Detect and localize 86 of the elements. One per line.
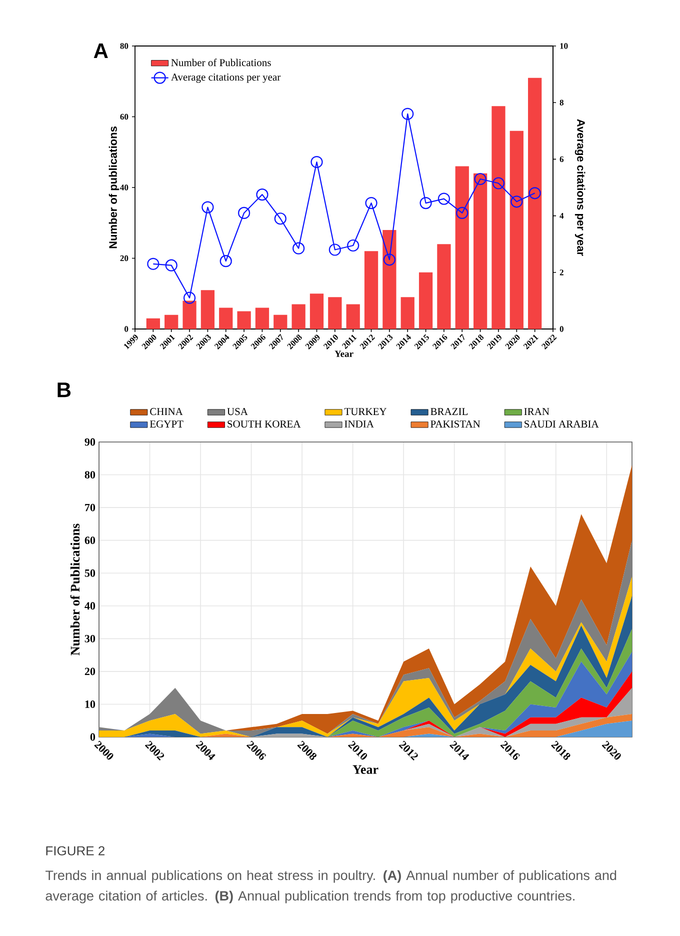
point [528, 187, 541, 200]
point [347, 239, 360, 252]
bar [164, 314, 178, 329]
bar [292, 304, 306, 329]
bar [255, 308, 270, 329]
bar [182, 300, 196, 329]
legend-label: IRAN [524, 408, 550, 415]
x-axis-title: Year [352, 765, 378, 774]
point [438, 192, 450, 205]
point [383, 254, 396, 266]
text: Trends in annual publications on heat stress in poultry. (A) Annual number of publications and average citation of articles. (B) Annual publication trends from top productive countries. [46, 870, 616, 904]
bar [382, 230, 396, 329]
y2-tick-label: 4 [560, 212, 564, 219]
y-tick-label: 20 [120, 255, 128, 262]
legend-label: EGYPT [150, 420, 184, 428]
point [165, 259, 178, 272]
bar [437, 244, 451, 329]
y-axis-title: Number of Publications [70, 524, 80, 656]
y2-tick-label: 2 [560, 270, 564, 276]
point [238, 206, 250, 220]
point [492, 177, 505, 190]
point [420, 197, 432, 210]
caption: FIGURE 2 [46, 846, 104, 856]
legend-label: Average citations per year [171, 74, 281, 83]
point [474, 172, 486, 186]
y2-tick-label: 8 [560, 100, 564, 106]
bar [346, 304, 360, 329]
bar [328, 297, 342, 329]
bar [418, 272, 433, 329]
y-tick-label: 60 [84, 536, 96, 544]
legend-label: USA [227, 408, 248, 416]
y-tick-label: 30 [84, 634, 96, 642]
x-axis-title: Year [334, 350, 354, 358]
y2-tick-label: 0 [560, 326, 564, 332]
y2-tick-label: 10 [560, 43, 568, 49]
bar [219, 308, 233, 329]
legend-label: BRAZIL [430, 408, 468, 416]
bar [364, 251, 378, 329]
point [510, 196, 523, 208]
y-tick-label: 60 [120, 114, 128, 120]
y-tick-label: 20 [84, 668, 96, 676]
point [292, 242, 305, 254]
y-axis-title: Number of publications [108, 126, 120, 248]
y-tick-label: 0 [90, 733, 96, 741]
bar [492, 106, 506, 329]
chart-title: B [58, 382, 71, 398]
bar [146, 318, 160, 329]
legend-label: SOUTH KOREA [228, 420, 301, 428]
legend-label: CHINA [150, 408, 183, 416]
y-tick-label: 0 [124, 326, 128, 332]
legend-label: Number of Publications [171, 58, 271, 66]
y-tick-label: 70 [85, 504, 96, 512]
y-tick-label: 40 [120, 184, 128, 190]
chart-title: A [94, 44, 108, 58]
point [402, 108, 414, 120]
bar [510, 130, 524, 329]
point [365, 197, 378, 210]
legend-label: PAKISTAN [430, 420, 480, 428]
point [310, 156, 323, 168]
bar [274, 314, 288, 329]
y2-tick-label: 6 [560, 156, 564, 162]
point [328, 244, 341, 256]
bar [473, 173, 488, 329]
point [256, 188, 268, 201]
point [202, 201, 214, 214]
point [456, 206, 468, 220]
legend-label: TURKEY [344, 408, 387, 416]
bar [400, 297, 414, 329]
y2-axis-title: Average citations per year [574, 119, 586, 256]
bar [310, 294, 324, 329]
bar [237, 311, 251, 329]
bar [455, 166, 469, 329]
point [183, 292, 196, 304]
legend-label: SAUDI ARABIA [524, 420, 599, 428]
y-tick-label: 80 [84, 471, 96, 478]
y-tick-label: 80 [120, 43, 128, 49]
y-tick-label: 10 [85, 700, 96, 708]
point [274, 212, 286, 225]
y-tick-label: 90 [84, 438, 96, 446]
y-tick-label: 50 [84, 569, 96, 577]
bar [528, 78, 542, 329]
bar [200, 290, 215, 329]
point [220, 255, 232, 268]
y-tick-label: 40 [84, 602, 96, 610]
point [147, 258, 160, 270]
legend-label: INDIA [344, 420, 374, 428]
